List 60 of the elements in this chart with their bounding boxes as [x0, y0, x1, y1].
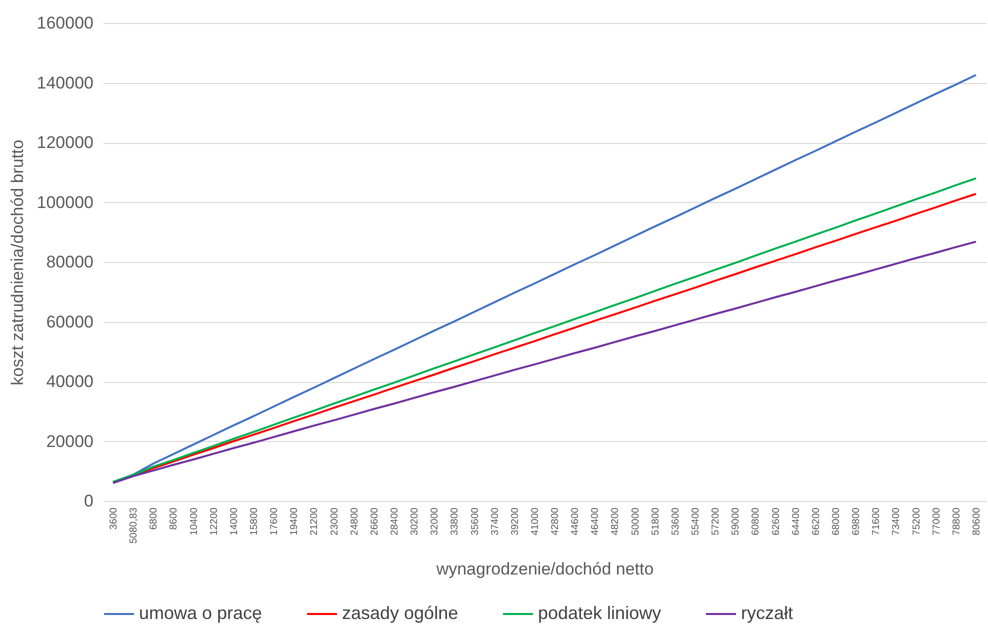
x-tick-label: 6800: [148, 507, 160, 530]
x-tick-label: 48200: [610, 507, 622, 536]
y-tick-label: 20000: [46, 432, 94, 451]
x-tick-label: 19400: [289, 507, 300, 536]
x-tick-label: 44600: [570, 507, 582, 536]
x-tick-label: 5080,83: [128, 507, 140, 544]
x-tick-label: 51800: [650, 507, 662, 536]
x-tick-label: 21200: [309, 507, 320, 536]
x-tick-label: 78800: [951, 507, 962, 536]
y-tick-label: 80000: [46, 252, 94, 272]
y-tick-label: 40000: [46, 372, 94, 391]
x-tick-label: 26600: [369, 507, 380, 536]
x-tick-label: 37400: [490, 507, 501, 536]
x-tick-label: 39200: [510, 507, 521, 536]
x-tick-label: 62600: [770, 507, 782, 536]
x-tick-label: 68000: [830, 507, 842, 536]
x-tick-label: 42800: [550, 507, 562, 536]
line-series: [112, 240, 977, 484]
x-tick-label: 80600: [971, 507, 982, 536]
x-tick-label: 59000: [730, 507, 742, 536]
x-tick-label: 10400: [188, 507, 200, 536]
y-tick-label: 100000: [36, 192, 94, 212]
y-tick-label: 160000: [36, 14, 94, 32]
legend-label: ryczałt: [741, 603, 794, 623]
x-tick-label: 77000: [931, 507, 942, 536]
y-tick-label: 120000: [36, 133, 94, 152]
x-tick-label: 41000: [530, 507, 541, 536]
x-tick-label: 8600: [168, 507, 180, 530]
x-tick-label: 66200: [810, 507, 822, 536]
x-tick-label: 50000: [630, 507, 642, 536]
x-tick-label: 17600: [269, 507, 280, 536]
x-tick-label: 23000: [329, 507, 340, 536]
x-tick-label: 12200: [208, 507, 220, 536]
x-tick-label: 24800: [349, 507, 360, 536]
x-tick-label: 15800: [249, 507, 260, 536]
x-tick-label: 64400: [790, 507, 802, 536]
legend-label: umowa o pracę: [139, 603, 262, 623]
y-tick-label: 60000: [46, 312, 94, 332]
x-tick-label: 14000: [228, 507, 240, 536]
x-tick-label: 60800: [750, 507, 762, 536]
x-tick-label: 28400: [389, 507, 400, 536]
x-tick-label: 30200: [410, 507, 421, 536]
legend-label: podatek liniowy: [538, 603, 662, 623]
x-axis-title: wynagrodzenie/dochód netto: [435, 560, 654, 579]
x-tick-label: 69800: [851, 507, 862, 536]
x-tick-label: 32000: [430, 507, 441, 536]
y-axis-title: koszt zatrudnienia/dochód brutto: [8, 140, 27, 386]
x-tick-label: 46400: [590, 507, 602, 536]
x-tick-label: 33800: [450, 507, 461, 536]
x-tick-label: 55400: [690, 507, 702, 536]
x-tick-label: 35600: [470, 507, 481, 536]
x-tick-label: 71600: [871, 507, 882, 536]
x-tick-label: 3600: [108, 507, 120, 530]
y-tick-label: 140000: [36, 73, 94, 92]
x-tick-label: 53600: [670, 507, 682, 536]
legend-label: zasady ogólne: [342, 603, 458, 623]
x-tick-label: 73400: [891, 507, 902, 536]
y-tick-label: 0: [84, 492, 94, 510]
x-tick-label: 75200: [911, 507, 922, 536]
x-tick-label: 57200: [710, 507, 722, 536]
